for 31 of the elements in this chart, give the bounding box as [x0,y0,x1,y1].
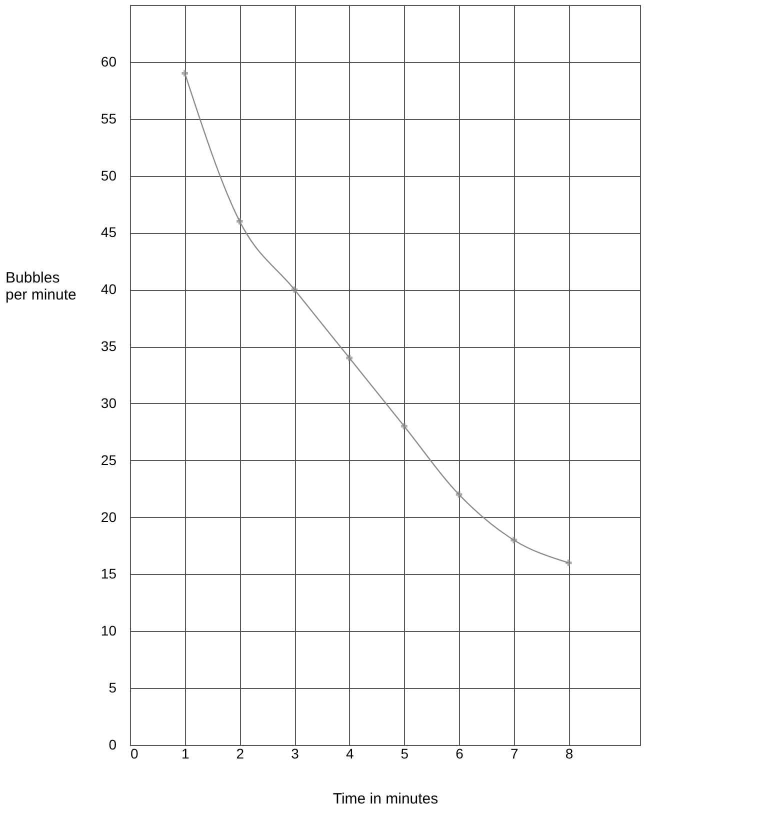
point [566,560,572,566]
y-tick-label: 55 [100,110,117,126]
x-tick-label: 4 [346,746,354,762]
x-tick-label: 5 [400,746,409,762]
y-tick-label: 45 [100,224,117,240]
x-tick-label: 0 [130,746,138,762]
point [346,354,353,362]
y-tick-label: 50 [100,167,117,184]
x-tick-label: 6 [456,746,464,762]
y-tick-label: 40 [100,281,117,298]
point [510,536,518,544]
y-tick-label: 25 [100,452,117,468]
y-tick-label: 30 [100,394,117,411]
x-tick-label: 3 [291,746,300,762]
x-tick-label: 1 [181,746,190,762]
x-tick-label: 8 [565,746,574,762]
x-axis-title: Time in minutes [332,790,438,808]
y-tick-label: 35 [100,338,117,354]
y-tick-label: 5 [108,680,117,696]
y-axis-title: Bubbles per minute [6,270,76,304]
y-tick-label: 60 [100,53,117,70]
point [456,491,462,498]
x-tick-label: 7 [510,746,518,762]
y-tick-label: 20 [100,508,117,525]
point [291,286,298,293]
point [182,70,188,76]
point [236,218,243,224]
point [401,423,408,430]
y-tick-label: 10 [100,622,117,639]
x-tick-label: 2 [236,746,244,762]
y-tick-label: 15 [100,566,117,582]
